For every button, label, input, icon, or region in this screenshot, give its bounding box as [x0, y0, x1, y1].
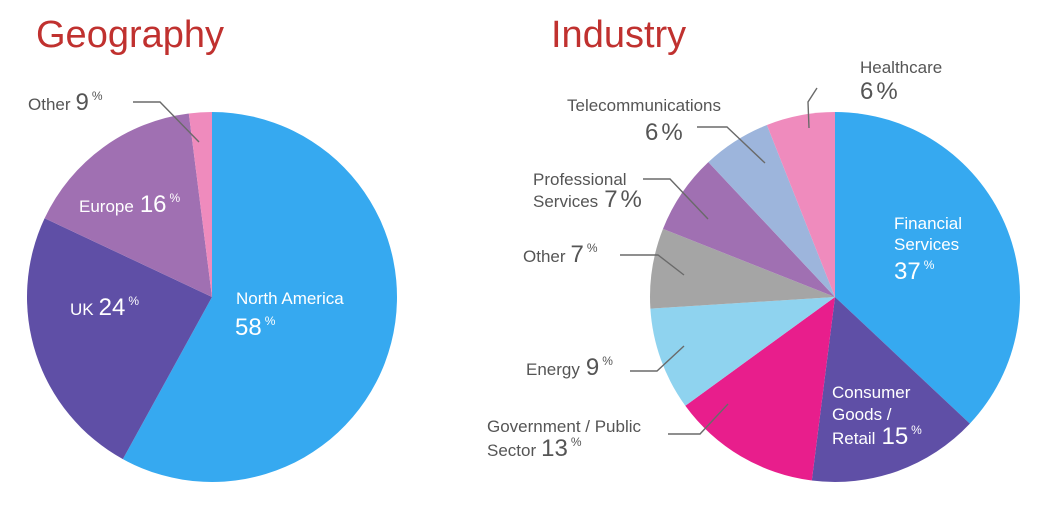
leader-line	[630, 345, 685, 372]
uk-label-value: UK 24%	[70, 294, 139, 321]
geography-pie	[27, 112, 397, 482]
consumer-goods-label-2: Goods /	[832, 405, 892, 424]
slice-professional-services	[662, 162, 835, 297]
healthcare-label: Healthcare	[860, 58, 942, 77]
slice-uk	[27, 218, 213, 460]
telecommunications-value: 6%	[645, 119, 683, 146]
financial-services-label-2: Services	[894, 235, 959, 254]
leader-lines	[133, 87, 818, 435]
north-america-label: North America	[236, 289, 344, 308]
slice-north-america	[122, 112, 397, 482]
slice-energy	[650, 297, 835, 406]
slice-telecommunications	[708, 124, 835, 298]
slice-other	[650, 228, 835, 309]
europe-label-value: Europe 16%	[79, 191, 181, 218]
geography-title: Geography	[36, 14, 224, 56]
financial-services-label-1: Financial	[894, 214, 962, 233]
financial-services-value: 37%	[894, 258, 935, 285]
slice-other	[188, 112, 212, 297]
slice-healthcare	[766, 112, 835, 297]
professional-services-label-2: Services 7%	[533, 186, 642, 213]
energy-label-value: Energy 9%	[526, 354, 613, 381]
slice-consumer-goods-retail	[811, 297, 970, 482]
leader-line	[807, 87, 818, 129]
other-geo-label-value: Other 9%	[28, 89, 103, 116]
consumer-goods-label-1: Consumer	[832, 383, 911, 402]
telecommunications-label: Telecommunications	[567, 96, 721, 115]
government-label-1: Government / Public	[487, 417, 642, 436]
north-america-value: 58%	[235, 314, 276, 341]
other-ind-label-value: Other 7%	[523, 241, 598, 268]
industry-title: Industry	[551, 14, 686, 56]
healthcare-value: 6%	[860, 78, 898, 105]
leader-line	[620, 254, 685, 276]
slice-financial-services	[835, 112, 1020, 424]
leader-line	[643, 178, 709, 220]
leader-line	[133, 101, 200, 143]
leader-line	[697, 126, 766, 164]
government-label-2: Sector 13%	[487, 435, 582, 462]
consumer-goods-label-3: Retail 15%	[832, 423, 922, 450]
industry-pie	[650, 112, 1020, 482]
slice-government-public-sector	[685, 297, 835, 481]
slice-europe	[44, 113, 212, 298]
professional-services-label-1: Professional	[533, 170, 627, 189]
leader-line	[668, 403, 729, 435]
